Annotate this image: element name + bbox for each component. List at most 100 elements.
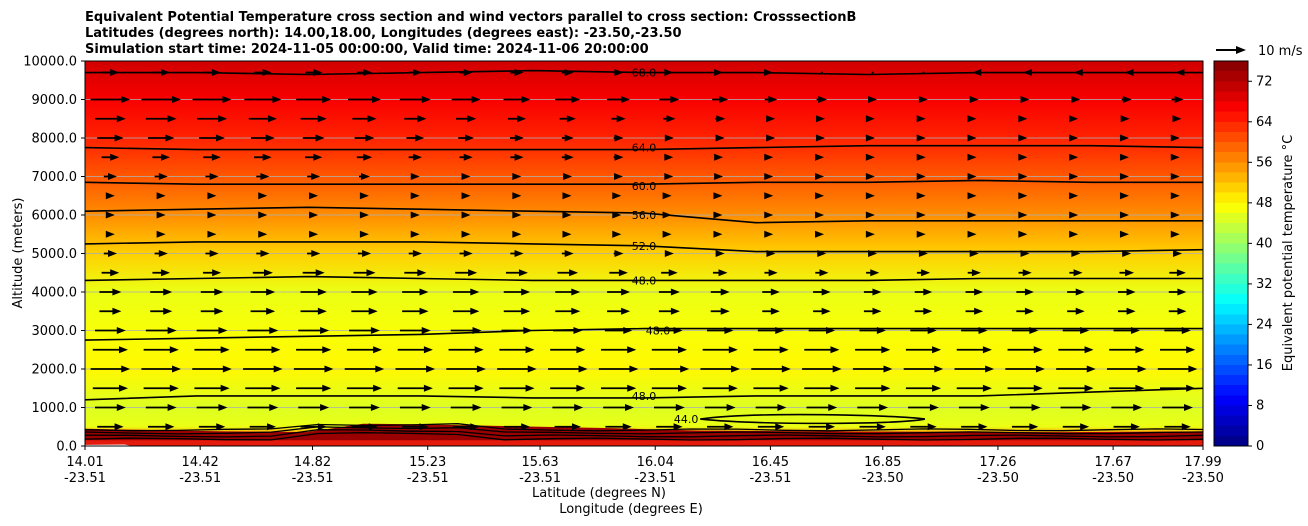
wind-arrow-head bbox=[474, 384, 484, 392]
wind-arrow bbox=[612, 211, 622, 219]
wind-arrow-head bbox=[826, 423, 836, 431]
contour-label: 44.0 bbox=[674, 413, 699, 426]
wind-arrow bbox=[561, 250, 574, 257]
wind-arrow bbox=[1113, 423, 1140, 431]
wind-arrow-head bbox=[260, 173, 270, 180]
wind-arrow bbox=[402, 423, 429, 431]
wind-arrow-head bbox=[1130, 327, 1140, 334]
wind-arrow-head bbox=[1035, 365, 1045, 373]
wind-arrow bbox=[817, 250, 827, 257]
wind-arrow bbox=[250, 288, 276, 296]
wind-arrow-head bbox=[564, 250, 574, 257]
wind-arrow bbox=[764, 96, 778, 103]
wind-arrow-head bbox=[317, 423, 327, 431]
wind-arrow bbox=[871, 71, 874, 74]
wind-arrow-head bbox=[883, 365, 893, 373]
wind-arrow bbox=[1124, 69, 1134, 77]
wind-arrow-head bbox=[713, 211, 723, 219]
wind-arrow-head bbox=[777, 404, 787, 411]
wind-arrow bbox=[510, 69, 524, 77]
wind-arrow-head bbox=[724, 327, 734, 334]
wind-arrow-head bbox=[1018, 134, 1028, 142]
wind-arrow bbox=[611, 115, 626, 123]
wind-arrow-head bbox=[368, 423, 378, 431]
wind-arrow bbox=[1018, 134, 1028, 142]
wind-arrow-head bbox=[105, 230, 115, 238]
wind-arrow bbox=[351, 307, 378, 315]
wind-arrow-head bbox=[728, 346, 738, 354]
wind-arrow-head bbox=[881, 346, 891, 354]
wind-arrow bbox=[497, 365, 537, 373]
x-tick-label-longitude: -23.51 bbox=[64, 471, 106, 486]
wind-arrow-head bbox=[421, 96, 431, 103]
wind-arrow bbox=[410, 192, 420, 200]
wind-arrow bbox=[105, 211, 115, 219]
wind-arrow-head bbox=[207, 211, 217, 219]
wind-arrow bbox=[707, 423, 734, 431]
wind-arrow-head bbox=[982, 384, 992, 392]
wind-arrow bbox=[815, 269, 829, 277]
wind-arrow bbox=[452, 423, 480, 431]
wind-arrow-head bbox=[373, 346, 383, 354]
wind-arrow-head bbox=[815, 192, 825, 200]
wind-arrow-head bbox=[215, 134, 225, 142]
wind-arrow bbox=[309, 192, 319, 200]
wind-arrow-head bbox=[1029, 423, 1039, 431]
wind-arrow-head bbox=[207, 192, 217, 200]
wind-arrow bbox=[304, 69, 323, 77]
wind-arrow bbox=[762, 288, 780, 296]
wind-arrow bbox=[612, 230, 622, 238]
colorbar-tick-label: 24 bbox=[1256, 317, 1273, 332]
wind-arrow bbox=[600, 346, 637, 354]
wind-arrow bbox=[961, 423, 988, 431]
wind-arrow-head bbox=[1069, 230, 1079, 238]
wind-arrow bbox=[1121, 96, 1132, 103]
wind-arrow-head bbox=[664, 173, 674, 180]
quiver-key-arrow-head bbox=[1236, 46, 1246, 54]
wind-arrow bbox=[604, 327, 633, 334]
wind-arrow-head bbox=[815, 153, 825, 161]
wind-arrow bbox=[101, 269, 120, 277]
wind-arrow bbox=[256, 173, 270, 180]
wind-arrow-head bbox=[766, 134, 776, 142]
wind-arrow-head bbox=[664, 69, 674, 77]
wind-arrow-head bbox=[865, 211, 875, 219]
wind-arrow bbox=[764, 192, 774, 200]
wind-arrow-head bbox=[574, 404, 584, 411]
wind-arrow-head bbox=[764, 173, 774, 180]
wind-arrow bbox=[247, 404, 279, 411]
wind-arrow-head bbox=[121, 96, 131, 103]
wind-arrow-head bbox=[1126, 307, 1136, 315]
wind-arrow-head bbox=[525, 346, 535, 354]
y-tick-label: 2000.0 bbox=[32, 363, 78, 378]
contour-label: 64.0 bbox=[632, 142, 657, 155]
wind-arrow-head bbox=[714, 69, 724, 77]
wind-arrow-head bbox=[112, 288, 122, 296]
wind-arrow bbox=[356, 153, 373, 161]
wind-arrow-head bbox=[1181, 423, 1191, 431]
wind-arrow bbox=[196, 115, 228, 123]
wind-arrow bbox=[1119, 269, 1135, 277]
wind-arrow bbox=[1069, 134, 1079, 142]
wind-arrow-head bbox=[267, 423, 277, 431]
y-tick-label: 0.0 bbox=[56, 440, 77, 455]
wind-arrow bbox=[1062, 327, 1090, 334]
wind-arrow bbox=[1018, 211, 1028, 219]
wind-arrow-head bbox=[865, 192, 875, 200]
wind-arrow-head bbox=[468, 269, 478, 277]
wind-arrow bbox=[552, 404, 584, 411]
x-tick-label-latitude: 16.04 bbox=[637, 455, 674, 470]
wind-arrow-head bbox=[172, 96, 182, 103]
contour-line bbox=[85, 327, 1203, 341]
x-tick-label-longitude: -23.50 bbox=[862, 471, 904, 486]
wind-arrow bbox=[1170, 230, 1180, 238]
wind-arrow bbox=[922, 71, 925, 74]
wind-arrow bbox=[1069, 173, 1079, 180]
wind-arrow-head bbox=[872, 288, 882, 296]
wind-arrow bbox=[713, 211, 723, 219]
wind-arrow bbox=[152, 153, 171, 161]
wind-arrow-head bbox=[1177, 288, 1187, 296]
wind-arrow bbox=[715, 134, 725, 142]
wind-arrow-head bbox=[876, 423, 886, 431]
wind-arrow bbox=[607, 288, 631, 296]
